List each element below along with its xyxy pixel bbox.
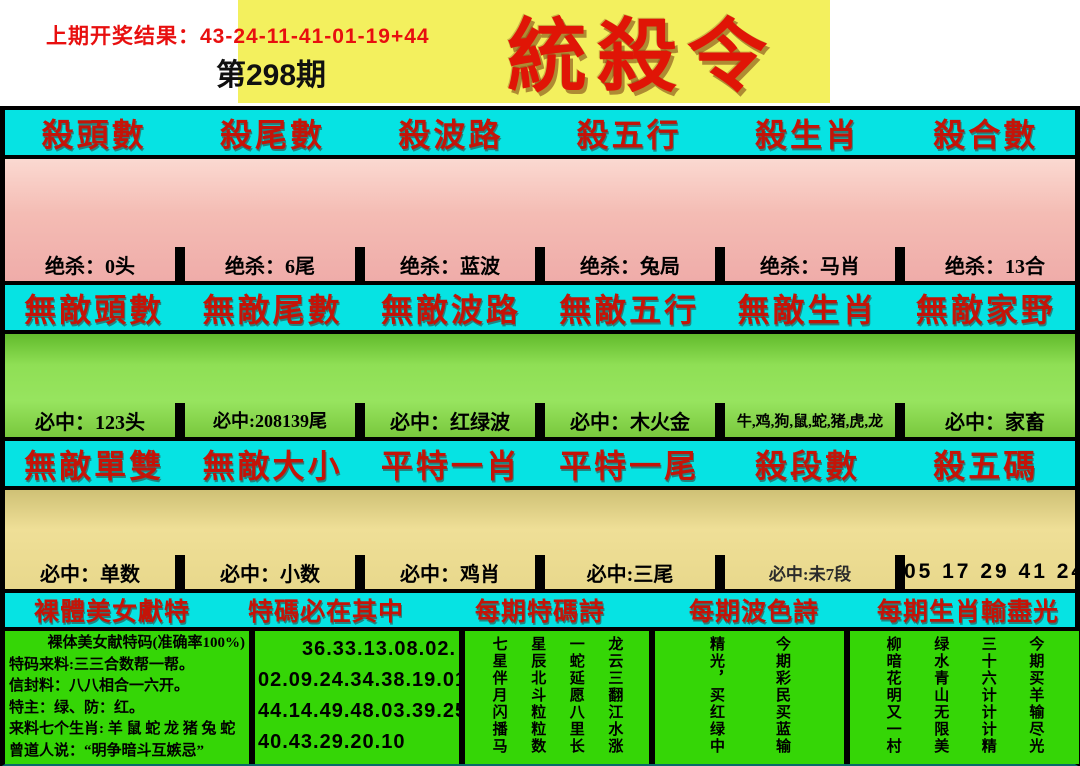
bottom-header-cell: 裸體美女獻特 [33,598,190,626]
poem-column: 七星伴月闪播马 [490,636,507,755]
poem-column: 精光，买红绿中 [708,636,724,755]
beauty-line: 信封料：八八相合一六开。 [9,678,190,694]
wave-color-poem-box: 精光，买红绿中 今期彩民买蓝输 [655,631,850,764]
main-table: 殺頭數 殺尾數 殺波路 殺五行 殺生肖 殺合數 绝杀：0头 绝杀：6尾 绝杀：蓝… [0,106,1080,766]
kill-header-cell: 殺生肖 [754,116,860,153]
kill-header-cell: 殺頭數 [41,116,147,153]
last-draw-result: 上期开奖结果：43-24-11-41-01-19+44 [46,25,430,48]
special-code-poem-box: 七星伴月闪播马 星辰北斗粒粒数 一蛇延愿八里长 龙云三翻江水涨 [465,631,655,764]
kill-value-cell: 绝杀：蓝波 [365,247,545,281]
bottom-section: 裸体美女献特码(准确率100%) 特码来料:三三合数帮一帮。 信封料：八八相合一… [5,631,1079,764]
third-header-cell: 平特一肖 [380,447,521,484]
poem-column: 今期彩民买蓝输 [774,636,790,755]
invincible-header-cell: 無敵生肖 [737,291,878,328]
poem-column: 星辰北斗粒粒数 [529,636,546,755]
bottom-header-row: 裸體美女獻特 特碼必在其中 每期特碼詩 每期波色詩 每期生肖輸盡光 [5,593,1075,631]
header: 上期开奖结果：43-24-11-41-01-19+44 第298期 統殺令 [0,0,1080,106]
kill-value-cell: 绝杀：6尾 [185,247,365,281]
poem-column: 一蛇延愿八里长 [567,636,584,755]
kill-header-cell: 殺合數 [933,116,1039,153]
poem-column: 今期买羊输尽光 [1027,636,1044,755]
kill-value-strip: 绝杀：0头 绝杀：6尾 绝杀：蓝波 绝杀：兔局 绝杀：马肖 绝杀：13合 [5,247,1075,281]
third-header-cell: 殺段數 [754,447,860,484]
bottom-header-cell: 特碼必在其中 [247,598,404,626]
poem-column: 柳暗花明又一村 [884,636,901,755]
zodiac-poem-box: 柳暗花明又一村 绿水青山无限美 三十六计计计精 今期买羊输尽光 [850,631,1079,764]
poem-column: 绿水青山无限美 [932,636,949,755]
kill-header-cell: 殺波路 [398,116,504,153]
invincible-value-cell: 必中：红绿波 [365,403,545,437]
kill-header-cell: 殺五行 [576,116,682,153]
invincible-value-strip: 必中：123头 必中:208139尾 必中：红绿波 必中：木火金 牛,鸡,狗,鼠… [5,403,1075,437]
poem-column: 龙云三翻江水涨 [606,636,623,755]
third-value-cell: 必中：小数 [185,555,365,589]
third-header-cell: 無敵大小 [202,447,343,484]
invincible-header-cell: 無敵尾數 [202,291,343,328]
third-header-row: 無敵單雙 無敵大小 平特一肖 平特一尾 殺段數 殺五碼 [5,441,1075,490]
invincible-header-row: 無敵頭數 無敵尾數 無敵波路 無敵五行 無敵生肖 無敵家野 [5,285,1075,334]
beauty-line: 特主：绿、防：红。 [9,699,145,716]
invincible-header-cell: 無敵五行 [559,291,700,328]
kill-five-codes: 05 17 29 41 24 [905,560,1080,583]
third-header-cell: 無敵單雙 [24,447,165,484]
number-line: 36.33.13.08.02. [301,638,456,660]
kill-value-cell: 绝杀：马肖 [725,247,905,281]
beauty-tips-box: 裸体美女献特码(准确率100%) 特码来料:三三合数帮一帮。 信封料：八八相合一… [5,631,255,764]
invincible-value-cell: 必中：123头 [5,403,185,437]
kill-value-cell: 绝杀：兔局 [545,247,725,281]
third-value-cell: 必中:三尾 [545,555,725,589]
beauty-line: 曾道人说：“明争暗斗互嫉忌” [9,742,205,759]
third-header-cell: 平特一尾 [559,447,700,484]
kill-value-band: 绝杀：0头 绝杀：6尾 绝杀：蓝波 绝杀：兔局 绝杀：马肖 绝杀：13合 [5,159,1075,285]
number-line: 44.14.49.48.03.39.25.06. [258,700,459,722]
number-line: 40.43.29.20.10 [258,731,406,753]
invincible-value-cell: 牛,鸡,狗,鼠,蛇,猪,虎,龙 [725,403,905,437]
title-background [238,0,830,103]
invincible-header-cell: 無敵波路 [380,291,521,328]
third-value-cell: 必中：单数 [5,555,185,589]
bottom-header-cell: 每期波色詩 [688,598,819,626]
kill-header-row: 殺頭數 殺尾數 殺波路 殺五行 殺生肖 殺合數 [5,110,1075,159]
beauty-line: 来料七个生肖: 羊 鼠 蛇 龙 猪 兔 蛇 [9,721,236,737]
bottom-header-cell: 每期特碼詩 [474,598,605,626]
invincible-value-cell: 必中:208139尾 [185,403,365,437]
invincible-header-cell: 無敵家野 [915,291,1056,328]
lucky-numbers-box: 36.33.13.08.02. 02.09.24.34.38.19.01.26.… [255,631,465,764]
beauty-line: 裸体美女献特码(准确率100%) [47,635,246,651]
beauty-line: 特码来料:三三合数帮一帮。 [9,656,194,673]
bottom-header-cell: 每期生肖輸盡光 [876,598,1059,626]
number-line: 02.09.24.34.38.19.01.26. [258,669,459,691]
invincible-value-cell: 必中：木火金 [545,403,725,437]
kill-header-cell: 殺尾數 [219,116,325,153]
kill-value-cell: 绝杀：0头 [5,247,185,281]
invincible-value-band: 必中：123头 必中:208139尾 必中：红绿波 必中：木火金 牛,鸡,狗,鼠… [5,334,1075,441]
third-value-cell: 必中:未7段 [725,555,905,589]
third-value-cell: 必中：鸡肖 [365,555,545,589]
issue-number: 第298期 [216,59,327,92]
third-value-strip: 必中：单数 必中：小数 必中：鸡肖 必中:三尾 必中:未7段 05 17 29 … [5,555,1080,589]
invincible-value-cell: 必中：家畜 [945,411,1045,434]
third-value-band: 必中：单数 必中：小数 必中：鸡肖 必中:三尾 必中:未7段 05 17 29 … [5,490,1080,593]
third-header-cell: 殺五碼 [933,447,1039,484]
kill-value-cell: 绝杀：13合 [945,255,1045,278]
invincible-header-cell: 無敵頭數 [24,291,165,328]
poem-column: 三十六计计计精 [979,636,996,755]
page-title: 統殺令 [507,14,777,102]
